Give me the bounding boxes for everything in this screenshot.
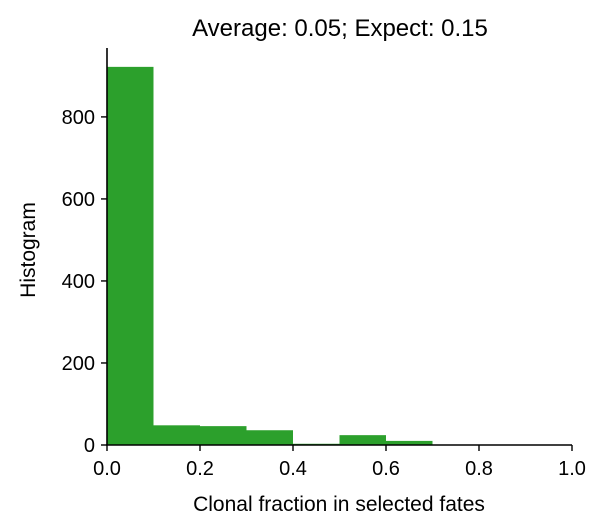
y-tick-label-2: 400 [62, 271, 95, 293]
histogram-bar-1 [153, 425, 200, 445]
histogram-bar-0 [107, 66, 154, 446]
x-tick-label-0: 0.0 [93, 458, 121, 480]
y-axis-title: Histogram [17, 202, 40, 298]
y-ticks-group: 0 200 400 600 800 [62, 107, 107, 457]
bars-group [107, 66, 433, 446]
x-tick-label-5: 1.0 [558, 458, 586, 480]
x-ticks-group: 0.0 0.2 0.4 0.6 0.8 1.0 [93, 445, 586, 480]
histogram-bar-5 [339, 435, 386, 445]
y-tick-label-0: 0 [84, 435, 95, 457]
y-tick-label-3: 600 [62, 189, 95, 211]
histogram-bar-6 [386, 440, 433, 445]
x-tick-label-4: 0.8 [465, 458, 493, 480]
y-tick-label-4: 800 [62, 107, 95, 129]
y-tick-label-1: 200 [62, 353, 95, 375]
histogram-bar-2 [200, 426, 247, 445]
x-axis-title: Clonal fraction in selected fates [193, 493, 485, 516]
x-tick-label-1: 0.2 [186, 458, 214, 480]
x-tick-label-2: 0.4 [279, 458, 307, 480]
histogram-bar-3 [246, 430, 293, 445]
chart-title: Average: 0.05; Expect: 0.15 [192, 15, 488, 42]
x-tick-label-3: 0.6 [372, 458, 400, 480]
